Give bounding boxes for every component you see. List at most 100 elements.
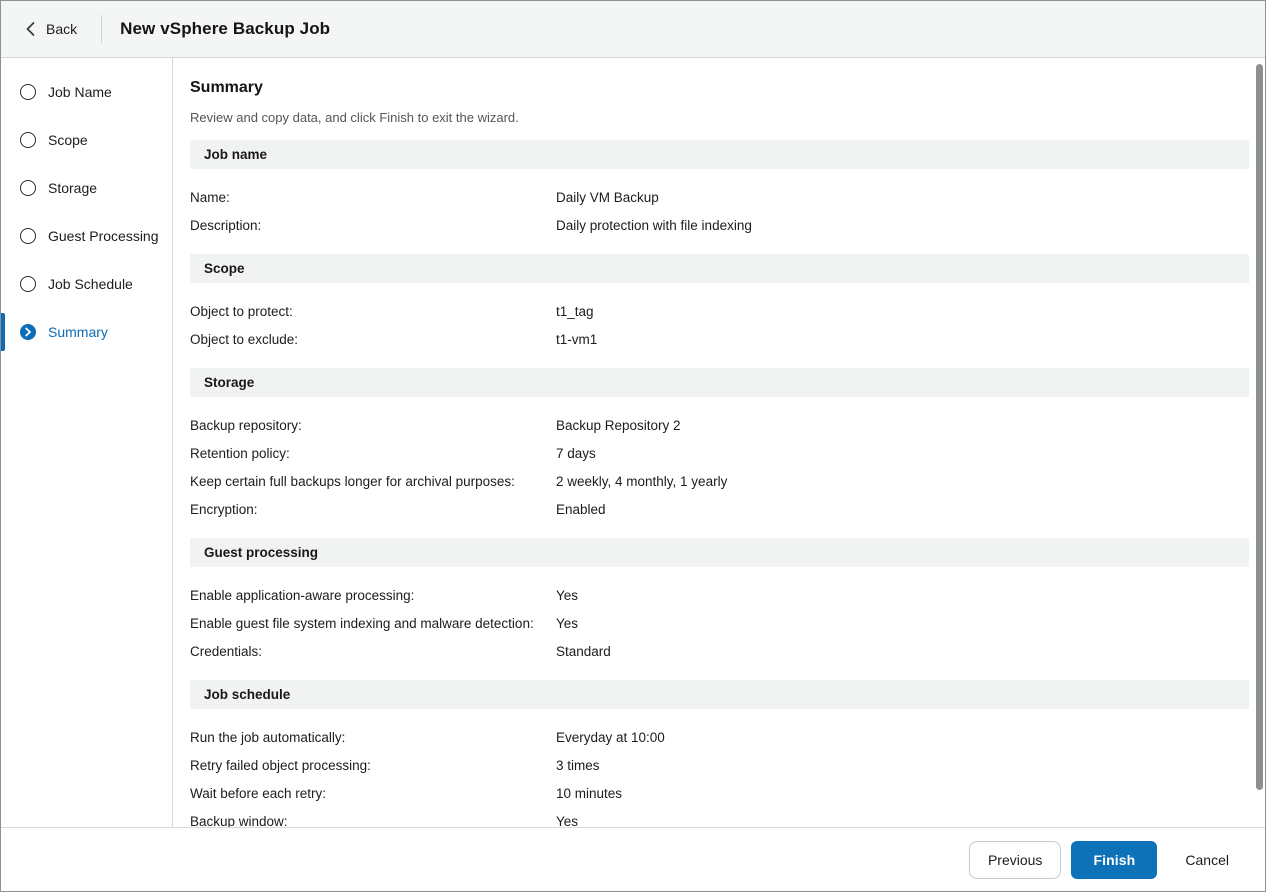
finish-button[interactable]: Finish bbox=[1071, 840, 1158, 879]
wizard-header: Back New vSphere Backup Job bbox=[1, 1, 1265, 58]
section-title: Guest processing bbox=[204, 545, 319, 560]
summary-pane: Summary Review and copy data, and click … bbox=[173, 58, 1265, 827]
summary-row: Enable guest file system indexing and ma… bbox=[190, 609, 1249, 637]
back-label: Back bbox=[46, 21, 78, 37]
row-value: t1-vm1 bbox=[556, 331, 598, 347]
row-value: Backup Repository 2 bbox=[556, 417, 681, 433]
chevron-left-icon bbox=[25, 21, 36, 37]
row-label: Wait before each retry: bbox=[190, 785, 327, 801]
section-header-bar: Job schedule bbox=[190, 680, 1249, 709]
wizard-steps-sidebar: Job Name Scope Storage Guest Processing bbox=[1, 58, 173, 827]
row-value: t1_tag bbox=[556, 303, 594, 319]
summary-row: Name: Daily VM Backup bbox=[190, 183, 1249, 211]
row-label: Backup repository: bbox=[190, 417, 302, 433]
summary-row: Object to protect: t1_tag bbox=[190, 297, 1249, 325]
row-value: Yes bbox=[556, 813, 579, 828]
step-circle-icon bbox=[20, 228, 36, 244]
summary-section-storage: Storage Backup repository: Backup Reposi… bbox=[190, 368, 1249, 523]
section-title: Scope bbox=[204, 261, 245, 276]
section-header-bar: Guest processing bbox=[190, 538, 1249, 567]
section-header-bar: Job name bbox=[190, 140, 1249, 169]
page-title: New vSphere Backup Job bbox=[120, 19, 331, 38]
step-label: Job Name bbox=[48, 84, 112, 100]
summary-section-job-schedule: Job schedule Run the job automatically: … bbox=[190, 680, 1249, 827]
summary-row: Encryption: Enabled bbox=[190, 495, 1249, 523]
row-value: Daily protection with file indexing bbox=[556, 217, 752, 233]
row-label: Object to exclude: bbox=[190, 331, 299, 347]
chevron-right-icon bbox=[25, 327, 31, 337]
step-circle-icon bbox=[20, 276, 36, 292]
row-value: Yes bbox=[556, 615, 579, 631]
section-rows: Backup repository: Backup Repository 2 R… bbox=[190, 397, 1249, 523]
scrollbar-thumb[interactable] bbox=[1256, 64, 1263, 790]
summary-row: Wait before each retry: 10 minutes bbox=[190, 779, 1249, 807]
summary-row: Credentials: Standard bbox=[190, 637, 1249, 665]
section-rows: Run the job automatically: Everyday at 1… bbox=[190, 709, 1249, 828]
sidebar-step-storage[interactable]: Storage bbox=[1, 164, 172, 212]
row-label: Retention policy: bbox=[190, 445, 290, 461]
section-header-bar: Scope bbox=[190, 254, 1249, 283]
summary-row: Retention policy: 7 days bbox=[190, 439, 1249, 467]
summary-row: Backup window: Yes bbox=[190, 807, 1249, 828]
step-label: Scope bbox=[48, 132, 88, 148]
step-label: Summary bbox=[48, 324, 108, 340]
step-label: Job Schedule bbox=[48, 276, 133, 292]
row-value: Yes bbox=[556, 587, 579, 603]
sidebar-step-guest-processing[interactable]: Guest Processing bbox=[1, 212, 172, 260]
step-label: Storage bbox=[48, 180, 98, 196]
row-value: 10 minutes bbox=[556, 785, 623, 801]
section-rows: Enable application-aware processing: Yes… bbox=[190, 567, 1249, 665]
section-header-bar: Storage bbox=[190, 368, 1249, 397]
row-value: 2 weekly, 4 monthly, 1 yearly bbox=[556, 473, 728, 489]
sidebar-step-summary[interactable]: Summary bbox=[1, 308, 172, 356]
summary-row: Enable application-aware processing: Yes bbox=[190, 581, 1249, 609]
row-label: Description: bbox=[190, 217, 262, 233]
summary-row: Backup repository: Backup Repository 2 bbox=[190, 411, 1249, 439]
previous-button[interactable]: Previous bbox=[968, 840, 1062, 879]
header-divider bbox=[101, 15, 103, 43]
summary-section-scope: Scope Object to protect: t1_tag Object t… bbox=[190, 254, 1249, 353]
row-label: Run the job automatically: bbox=[190, 729, 346, 745]
sidebar-step-scope[interactable]: Scope bbox=[1, 116, 172, 164]
row-value: Daily VM Backup bbox=[556, 189, 659, 205]
cancel-button[interactable]: Cancel bbox=[1175, 841, 1239, 879]
sidebar-step-job-name[interactable]: Job Name bbox=[1, 68, 172, 116]
row-value: Enabled bbox=[556, 501, 606, 517]
back-button[interactable]: Back bbox=[21, 15, 81, 43]
step-label: Guest Processing bbox=[48, 228, 159, 244]
row-label: Object to protect: bbox=[190, 303, 293, 319]
row-value: Standard bbox=[556, 643, 611, 659]
row-value: Everyday at 10:00 bbox=[556, 729, 665, 745]
step-circle-icon bbox=[20, 132, 36, 148]
row-label: Keep certain full backups longer for arc… bbox=[190, 473, 515, 489]
sidebar-step-job-schedule[interactable]: Job Schedule bbox=[1, 260, 172, 308]
summary-row: Description: Daily protection with file … bbox=[190, 211, 1249, 239]
summary-section-guest-processing: Guest processing Enable application-awar… bbox=[190, 538, 1249, 665]
active-step-indicator bbox=[1, 313, 5, 351]
section-title: Storage bbox=[204, 375, 255, 390]
summary-row: Object to exclude: t1-vm1 bbox=[190, 325, 1249, 353]
section-rows: Name: Daily VM Backup Description: Daily… bbox=[190, 169, 1249, 239]
step-circle-icon bbox=[20, 324, 36, 340]
summary-section-job-name: Job name Name: Daily VM Backup Descripti… bbox=[190, 140, 1249, 239]
section-title: Job name bbox=[204, 147, 268, 162]
row-label: Backup window: bbox=[190, 813, 288, 828]
section-rows: Object to protect: t1_tag Object to excl… bbox=[190, 283, 1249, 353]
summary-title: Summary bbox=[190, 79, 263, 96]
summary-row: Run the job automatically: Everyday at 1… bbox=[190, 723, 1249, 751]
row-label: Name: bbox=[190, 189, 230, 205]
row-label: Enable guest file system indexing and ma… bbox=[190, 615, 534, 631]
row-value: 7 days bbox=[556, 445, 596, 461]
row-label: Encryption: bbox=[190, 501, 258, 517]
wizard-footer: Previous Finish Cancel bbox=[1, 827, 1265, 891]
row-label: Retry failed object processing: bbox=[190, 757, 371, 773]
row-label: Credentials: bbox=[190, 643, 263, 659]
summary-row: Keep certain full backups longer for arc… bbox=[190, 467, 1249, 495]
summary-subtitle: Review and copy data, and click Finish t… bbox=[190, 110, 519, 125]
step-circle-icon bbox=[20, 84, 36, 100]
row-label: Enable application-aware processing: bbox=[190, 587, 415, 603]
vertical-scrollbar[interactable] bbox=[1255, 60, 1264, 827]
summary-sections: Job name Name: Daily VM Backup Descripti… bbox=[190, 140, 1249, 827]
row-value: 3 times bbox=[556, 757, 600, 773]
